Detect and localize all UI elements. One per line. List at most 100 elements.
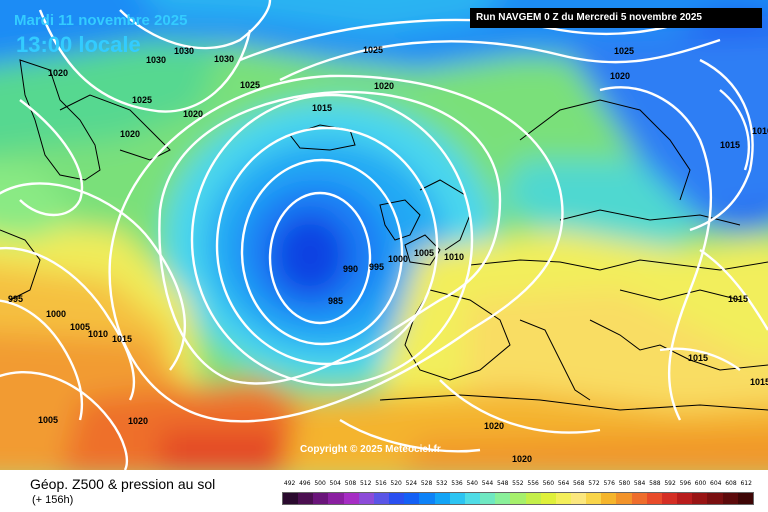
chart-parameter-title: Géop. Z500 & pression au sol (30, 476, 216, 492)
legend-value-label: 580 (618, 480, 631, 487)
isobar-label: 1020 (374, 81, 395, 91)
legend-color-swatch (480, 493, 496, 504)
isobar-label: 1015 (112, 334, 133, 344)
legend-value-label: 500 (314, 480, 326, 487)
legend-color-swatch (616, 493, 632, 504)
copyright-notice: Copyright © 2025 Meteociel.fr (300, 444, 441, 455)
isobar-label: 1020 (484, 421, 505, 431)
legend-color-swatch (525, 493, 541, 504)
legend-value-label: 596 (679, 480, 692, 487)
legend-value-label: 504 (329, 480, 341, 487)
legend-color-swatch (464, 493, 481, 504)
isobar-label: 1025 (614, 46, 635, 56)
isobar-label: 1025 (132, 95, 153, 105)
footer-bar: Géop. Z500 & pression au sol (+ 156h) 49… (0, 470, 768, 512)
legend-value-label: 560 (542, 480, 555, 487)
legend-color-swatch (419, 493, 435, 504)
legend-color-swatch (737, 493, 753, 504)
map-canvas (0, 0, 768, 470)
legend-value-label: 604 (710, 480, 722, 487)
legend-color-swatch (298, 493, 314, 504)
isobar-label: 1030 (174, 46, 195, 56)
legend-color-swatch (283, 493, 299, 504)
legend-value-label: 612 (740, 480, 752, 487)
legend-color-swatch (328, 493, 344, 504)
legend-value-label: 536 (451, 480, 463, 487)
forecast-local-time: 13:00 locale (16, 32, 141, 57)
legend-value-label: 508 (344, 480, 357, 487)
isobar-label: 1015 (720, 140, 741, 150)
isobar-label: 1030 (214, 54, 235, 64)
legend-color-swatch (677, 493, 693, 504)
legend-value-label: 516 (375, 480, 387, 487)
legend-value-label: 524 (405, 480, 418, 487)
legend-color-swatch (586, 493, 602, 504)
isobar-label: 1005 (38, 415, 59, 425)
legend-value-label: 540 (466, 480, 478, 487)
legend-value-label: 544 (481, 480, 494, 487)
legend-color-swatch (495, 493, 511, 504)
isobar-label: 1030 (146, 55, 167, 65)
map-area: Mardi 11 novembre 2025 13:00 locale Run … (0, 0, 768, 470)
isobar-label: 1015 (688, 353, 709, 363)
isobar-label: 1020 (183, 109, 204, 119)
run-info-banner: Run NAVGEM 0 Z du Mercredi 5 novembre 20… (470, 8, 762, 28)
isobar-label: 1025 (240, 80, 261, 90)
isobar-label: 1020 (610, 71, 631, 81)
legend-values: 492 496 500 504 508 512 516 520 524 528 532 536 540 5… (282, 480, 754, 490)
legend-value-label: 552 (512, 480, 524, 487)
forecast-offset: (+ 156h) (32, 494, 74, 506)
legend-color-swatch (631, 493, 647, 504)
isobar-label: 1005 (414, 248, 435, 258)
legend-value-label: 496 (299, 480, 311, 487)
legend-color-swatch (692, 493, 708, 504)
legend-color-swatch (449, 493, 465, 504)
legend-color-swatch (646, 493, 662, 504)
isobar-label: 1010 (444, 252, 465, 262)
legend-value-label: 600 (694, 480, 707, 487)
legend-color-bar (282, 492, 754, 505)
legend-color-swatch (661, 493, 678, 504)
legend-color-swatch (404, 493, 420, 504)
isobar-label: 985 (328, 296, 344, 306)
coastlines (0, 59, 768, 411)
legend-color-swatch (389, 493, 405, 504)
legend-value-label: 512 (359, 480, 372, 487)
isobar-label: 1020 (512, 454, 533, 464)
color-scale-legend: 492 496 500 504 508 512 516 520 524 528 532 536 540 5… (282, 480, 754, 505)
isobar-label: 1020 (120, 129, 141, 139)
legend-value-label: 548 (496, 480, 509, 487)
legend-color-swatch (601, 493, 617, 504)
isobar-label: 990 (343, 264, 359, 274)
isobar-label: 995 (369, 262, 385, 272)
legend-value-label: 584 (633, 480, 646, 487)
isobar-label: 1020 (128, 416, 149, 426)
legend-color-swatch (510, 493, 526, 504)
legend-color-swatch (313, 493, 329, 504)
isobar-label: 1025 (363, 45, 384, 55)
legend-value-label: 568 (573, 480, 585, 487)
legend-color-swatch (373, 493, 390, 504)
legend-value-label: 492 (283, 480, 296, 487)
isobar-label: 1000 (388, 254, 409, 264)
legend-color-swatch (570, 493, 587, 504)
legend-value-label: 556 (527, 480, 539, 487)
legend-value-label: 572 (588, 480, 600, 487)
isobar-label: 1020 (48, 68, 69, 78)
legend-value-label: 576 (603, 480, 615, 487)
legend-value-label: 528 (420, 480, 433, 487)
isobar-label: 1015 (728, 294, 749, 304)
legend-color-swatch (722, 493, 738, 504)
legend-color-swatch (540, 493, 556, 504)
isobars (0, 0, 768, 470)
forecast-date: Mardi 11 novembre 2025 (14, 12, 188, 29)
isobar-label: 1010 (752, 126, 768, 136)
legend-value-label: 592 (664, 480, 676, 487)
legend-value-label: 608 (725, 480, 737, 487)
isobar-label: 1015 (312, 103, 333, 113)
legend-value-label: 564 (557, 480, 570, 487)
legend-color-swatch (358, 493, 374, 504)
isobar-label: 1015 (750, 377, 768, 387)
legend-color-swatch (555, 493, 571, 504)
legend-color-swatch (343, 493, 359, 504)
